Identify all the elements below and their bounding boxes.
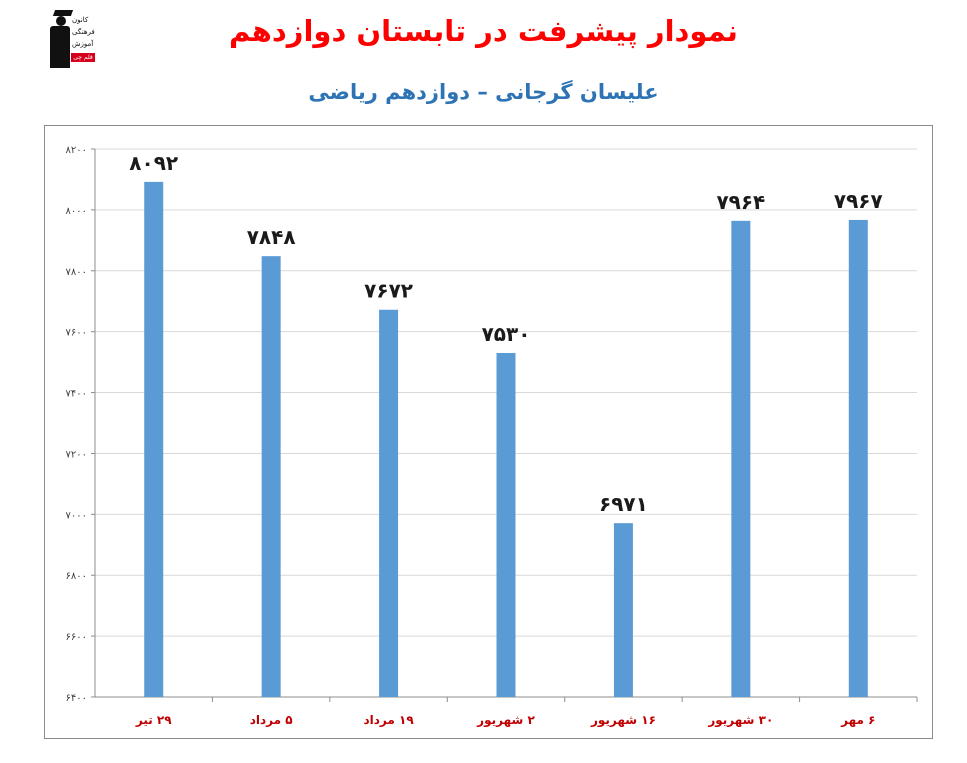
logo-text-line3: آموزش — [72, 40, 94, 48]
x-tick-label: ۲۹ تیر — [135, 713, 172, 727]
chart-frame: ۶۴۰۰ ۶۶۰۰ ۶۸۰۰ ۷۰۰۰ ۷۲۰۰ ۷۴۰۰ ۷۶۰۰ ۷۸۰۰ ۸۰۰۰ ۸۲۰۰… — [44, 125, 933, 739]
bar — [144, 181, 164, 697]
x-tick-label: ۲ شهریور — [476, 713, 535, 728]
y-tick-label: ۷۸۰۰ — [66, 267, 87, 278]
y-tick-label: ۸۰۰۰ — [66, 206, 87, 217]
logo-figure-body — [50, 26, 70, 68]
data-label: ۷۶۷۲ — [364, 279, 413, 303]
x-tick-label: ۱۶ شهریور — [590, 713, 656, 728]
logo-text-line2: فرهنگی — [72, 28, 95, 36]
data-label: ۷۹۶۴ — [716, 190, 765, 214]
data-label: ۷۹۶۷ — [834, 189, 883, 213]
chart-title: نمودار پیشرفت در تابستان دوازدهم — [229, 14, 738, 48]
bar — [261, 256, 281, 697]
bar — [613, 523, 633, 697]
logo-tag: قلم چی — [71, 53, 95, 62]
y-tick-label: ۷۴۰۰ — [66, 389, 87, 400]
chart-subtitle: علیسان گرجانی – دوازدهم ریاضی — [308, 80, 659, 104]
data-label: ۶۹۷۱ — [599, 492, 648, 516]
y-tick-label: ۸۲۰۰ — [66, 145, 87, 156]
x-tick-label: ۱۹ مرداد — [363, 713, 414, 727]
logo-figure-head — [56, 16, 66, 26]
data-label: ۷۸۴۸ — [247, 225, 296, 249]
bar — [496, 352, 516, 697]
y-tick-label: ۶۶۰۰ — [66, 632, 87, 643]
data-label: ۷۵۳۰ — [482, 322, 531, 346]
logo-text-line1: کانون — [72, 16, 89, 24]
y-tick-label: ۷۶۰۰ — [66, 328, 87, 339]
y-tick-label: ۶۸۰۰ — [66, 571, 87, 582]
y-tick-label: ۷۲۰۰ — [66, 449, 87, 460]
x-tick-label: ۳۰ شهریور — [707, 713, 773, 728]
bar — [731, 220, 751, 698]
y-tick-label: ۶۴۰۰ — [66, 693, 87, 704]
x-tick-label: ۵ مرداد — [250, 713, 293, 727]
data-label: ۸۰۹۲ — [129, 151, 178, 175]
x-tick-label: ۶ مهر — [840, 713, 875, 727]
bar — [379, 309, 399, 697]
bar — [848, 219, 868, 697]
bar-chart: ۶۴۰۰ ۶۶۰۰ ۶۸۰۰ ۷۰۰۰ ۷۲۰۰ ۷۴۰۰ ۷۶۰۰ ۷۸۰۰ ۸۰۰۰ ۸۲۰۰… — [66, 145, 918, 728]
y-tick-label: ۷۰۰۰ — [66, 510, 87, 521]
brand-logo: کانون فرهنگی آموزش قلم چی — [44, 10, 98, 68]
